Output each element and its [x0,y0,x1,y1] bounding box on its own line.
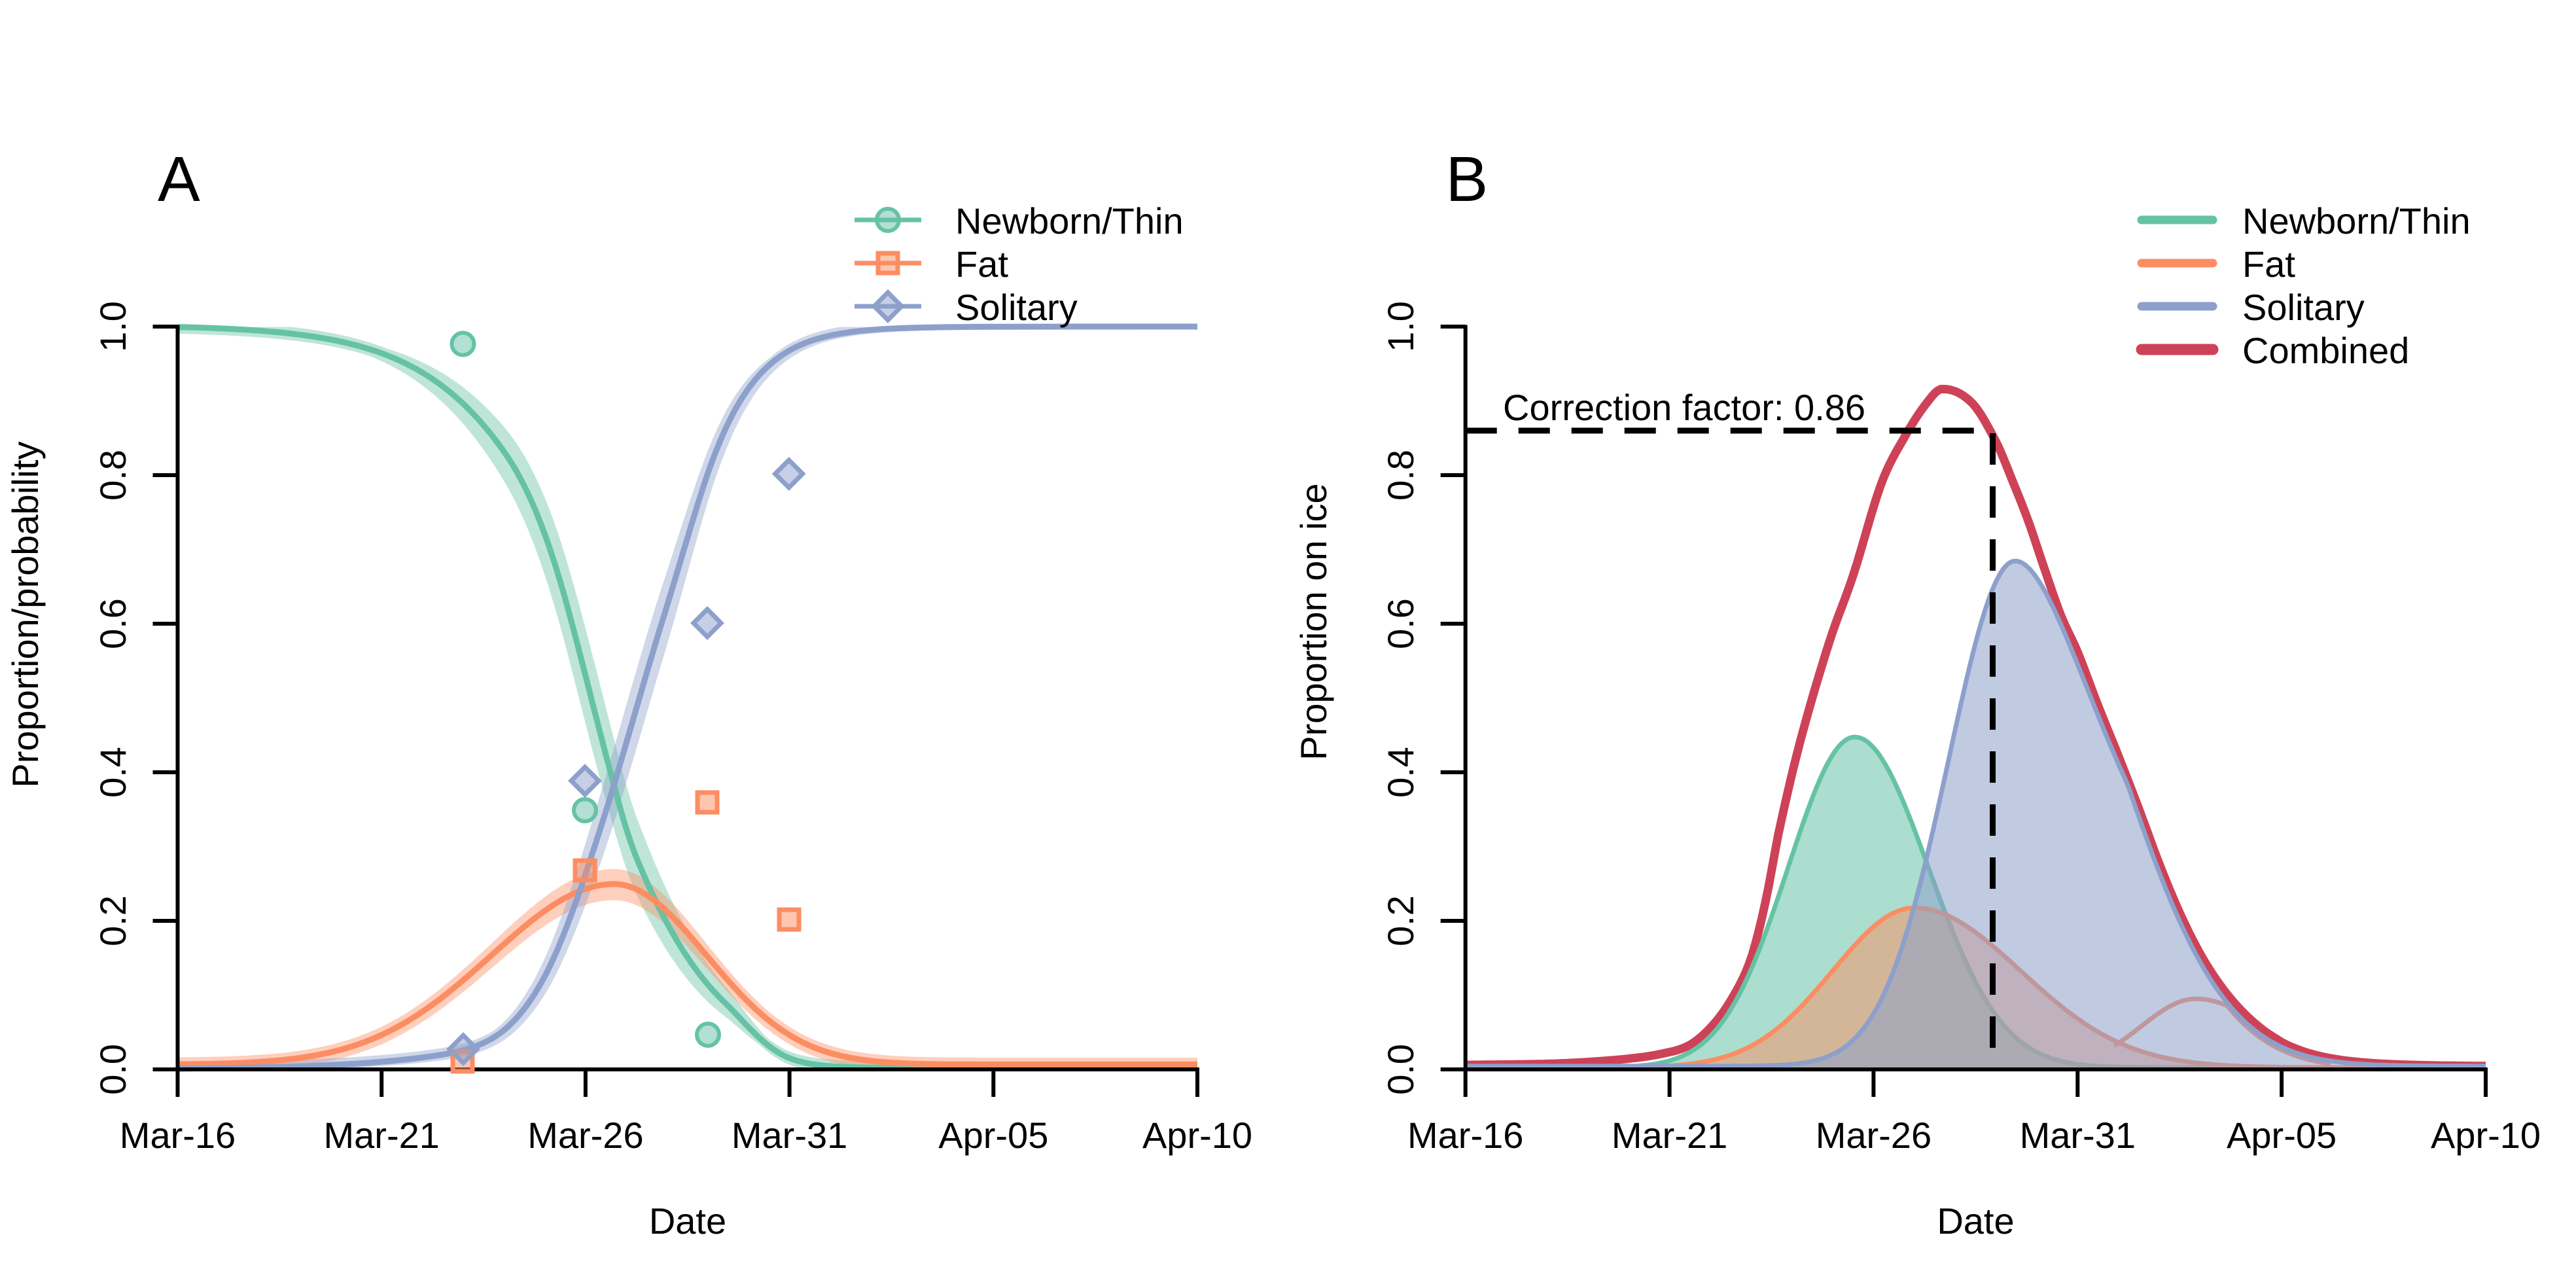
svg-text:0.2: 0.2 [1380,895,1421,946]
svg-text:1.0: 1.0 [1380,301,1421,352]
svg-text:Solitary: Solitary [955,287,1078,328]
svg-text:0.0: 0.0 [1380,1044,1421,1095]
svg-text:B: B [1446,143,1489,215]
svg-text:Date: Date [1937,1200,2014,1242]
svg-text:Correction factor: 0.86: Correction factor: 0.86 [1503,387,1865,428]
svg-text:Proportion on ice: Proportion on ice [1293,483,1334,760]
svg-text:Apr-05: Apr-05 [2227,1115,2337,1156]
svg-text:0.6: 0.6 [1380,598,1421,649]
svg-text:0.6: 0.6 [92,598,133,649]
svg-text:Mar-16: Mar-16 [120,1115,236,1156]
svg-text:0.8: 0.8 [92,450,133,501]
svg-text:Apr-05: Apr-05 [938,1115,1048,1156]
svg-text:0.8: 0.8 [1380,450,1421,501]
svg-text:Mar-26: Mar-26 [1816,1115,1932,1156]
svg-text:Mar-21: Mar-21 [324,1115,440,1156]
svg-text:Mar-31: Mar-31 [732,1115,847,1156]
svg-text:Solitary: Solitary [2242,287,2365,328]
svg-text:Newborn/Thin: Newborn/Thin [955,200,1184,241]
svg-text:Date: Date [649,1200,726,1242]
svg-text:Fat: Fat [955,243,1008,285]
svg-text:Combined: Combined [2242,330,2409,371]
svg-text:0.4: 0.4 [1380,747,1421,798]
svg-text:Mar-21: Mar-21 [1612,1115,1727,1156]
svg-text:Fat: Fat [2242,243,2295,285]
svg-text:1.0: 1.0 [92,301,133,352]
svg-text:Mar-31: Mar-31 [2020,1115,2136,1156]
svg-text:Mar-16: Mar-16 [1407,1115,1523,1156]
svg-text:0.2: 0.2 [92,895,133,946]
svg-text:0.0: 0.0 [92,1044,133,1095]
svg-text:Proportion/probability: Proportion/probability [5,441,46,787]
svg-text:A: A [158,143,200,215]
svg-text:Apr-10: Apr-10 [1142,1115,1252,1156]
svg-text:Apr-10: Apr-10 [2431,1115,2541,1156]
svg-text:0.4: 0.4 [92,747,133,798]
svg-text:Mar-26: Mar-26 [527,1115,643,1156]
svg-text:Newborn/Thin: Newborn/Thin [2242,200,2471,241]
